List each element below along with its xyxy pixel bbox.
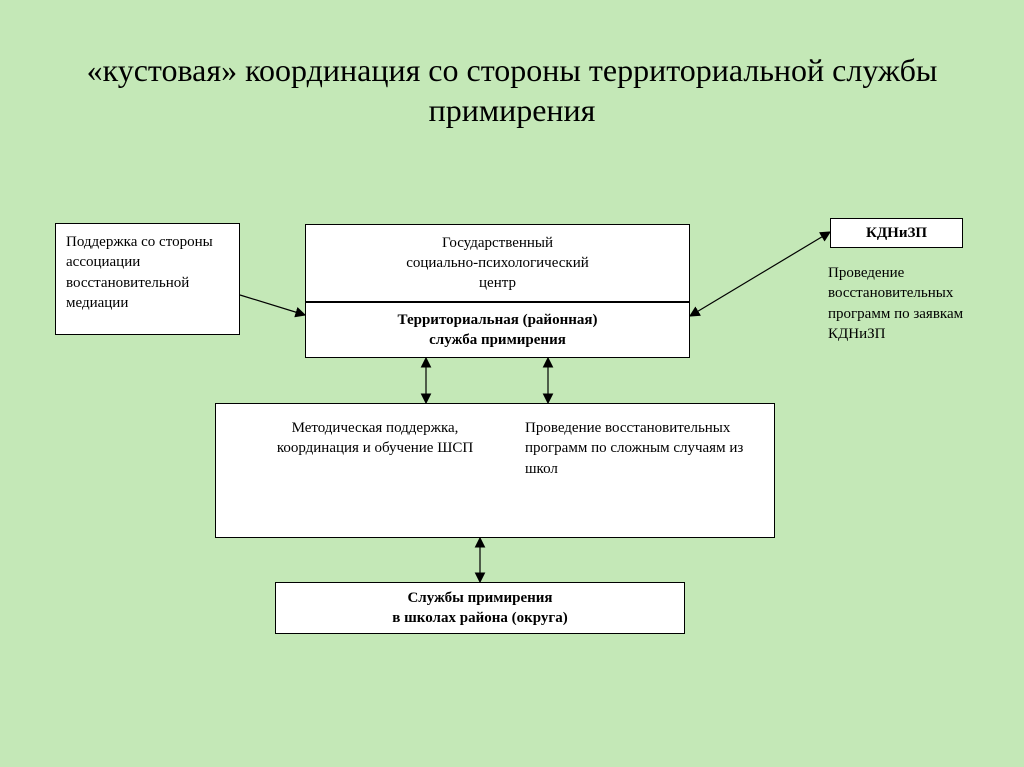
node-support-text: Поддержка со стороны ассоциации восстано…	[66, 232, 229, 313]
node-kdn-text: КДНиЗП	[843, 223, 950, 243]
label-kdn-programs: Проведение восстановительных программ по…	[828, 263, 986, 344]
node-territorial: Территориальная (районная)служба примире…	[305, 302, 690, 358]
node-kdn: КДНиЗП	[830, 218, 963, 248]
label-methodical-text: Методическая поддержка,координация и обу…	[277, 420, 473, 456]
node-schools-text: Службы примиренияв школах района (округа…	[288, 588, 672, 629]
node-support: Поддержка со стороны ассоциации восстано…	[55, 223, 240, 335]
label-complex-cases-text: Проведение восстановительных программ по…	[525, 420, 743, 477]
node-state-center-text: Государственныйсоциально-психологический…	[318, 233, 677, 294]
node-state-center: Государственныйсоциально-психологический…	[305, 224, 690, 302]
node-territorial-text: Территориальная (районная)служба примире…	[318, 310, 677, 351]
label-complex-cases: Проведение восстановительных программ по…	[525, 418, 745, 479]
node-schools: Службы примиренияв школах района (округа…	[275, 582, 685, 634]
label-methodical: Методическая поддержка,координация и обу…	[270, 418, 480, 459]
label-kdn-programs-text: Проведение восстановительных программ по…	[828, 265, 963, 342]
page-title: «кустовая» координация со стороны террит…	[0, 0, 1024, 130]
